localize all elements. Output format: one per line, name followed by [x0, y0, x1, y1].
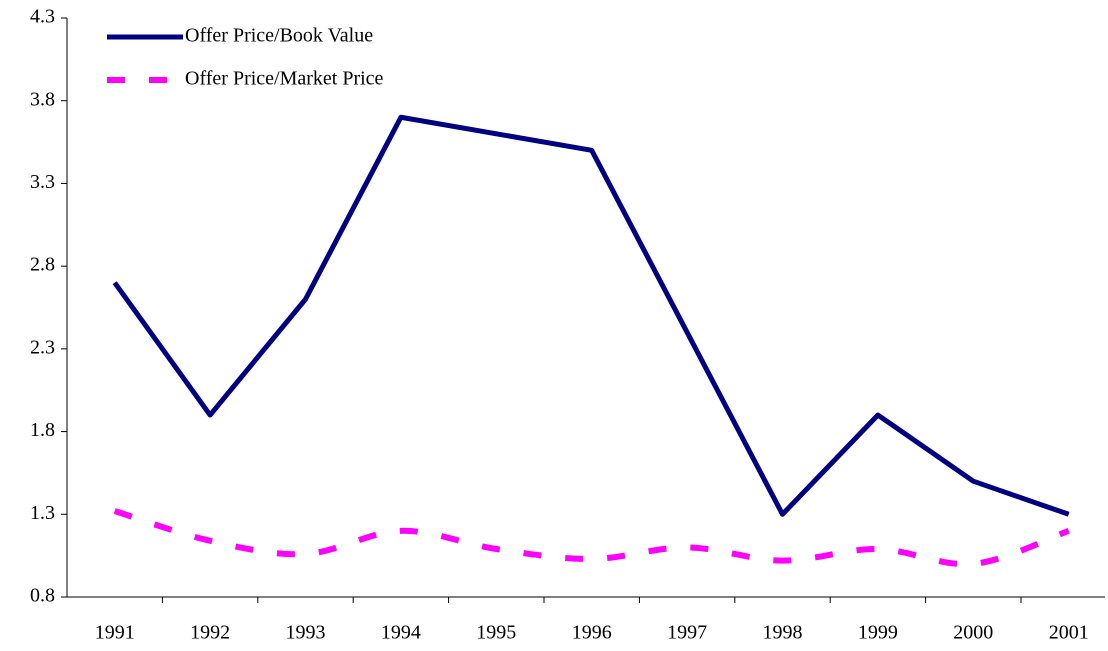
x-tick-label: 1995: [476, 622, 516, 644]
x-tick-label: 1997: [667, 622, 707, 644]
x-tick-label: 1996: [572, 622, 612, 644]
x-tick-label: 1994: [381, 622, 421, 644]
y-tick-label: 1.3: [30, 502, 55, 524]
y-tick-label: 2.8: [30, 254, 55, 276]
x-tick-label: 1993: [286, 622, 326, 644]
y-tick-label: 2.3: [30, 336, 55, 358]
series-line: [112, 114, 1070, 517]
x-tick-label: 2000: [953, 622, 993, 644]
y-tick-label: 3.3: [30, 171, 55, 193]
x-tick-label: 1992: [190, 622, 230, 644]
y-tick-label: 0.8: [30, 585, 55, 607]
x-tick-label: 1991: [95, 622, 135, 644]
series-line: [113, 508, 1070, 568]
x-tick-label: 1999: [858, 622, 898, 644]
y-tick-label: 3.8: [30, 88, 55, 110]
legend-label: Offer Price/Book Value: [185, 25, 373, 47]
y-tick-label: 1.8: [30, 419, 55, 441]
x-tick-label: 1998: [763, 622, 803, 644]
x-tick-label: 2001: [1049, 622, 1089, 644]
y-tick-label: 4.3: [30, 6, 55, 28]
legend-label: Offer Price/Market Price: [185, 68, 384, 90]
